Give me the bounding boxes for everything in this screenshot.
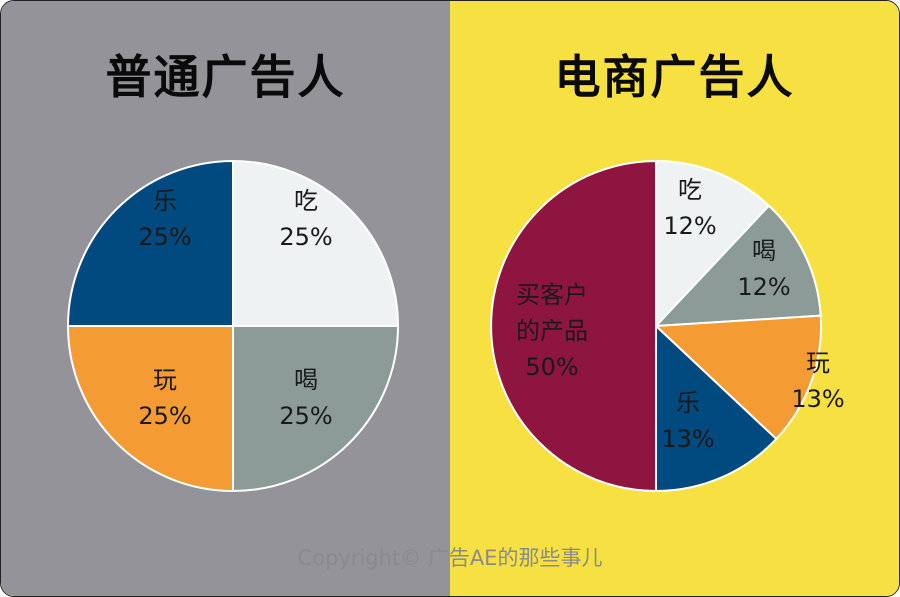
pie-slice-1-2 [653, 314, 822, 441]
pie-slice-0-2 [66, 325, 234, 493]
pie-slice-pct-1-4: 50% [525, 353, 578, 381]
pie-slice-pct-0-3: 25% [138, 223, 191, 251]
pie-slice-label-0-0: 吃 [294, 187, 318, 215]
pie-slice-label-1-2: 玩 [806, 349, 830, 377]
pie-slice-0-3 [66, 159, 234, 327]
pie-slice-pct-0-0: 25% [279, 223, 332, 251]
right-panel-title: 电商广告人 [554, 50, 795, 104]
pie-slice-label-1-4: 买客户 [516, 281, 588, 309]
pie-slice-label-0-1: 喝 [294, 366, 318, 394]
pie-slice-pct-1-3: 13% [661, 425, 714, 453]
pie-slice-1-3 [655, 323, 778, 493]
pie-slice-1-4 [490, 159, 657, 493]
pie-slice-pct-1-2: 13% [791, 385, 844, 413]
left-panel-title: 普通广告人 [105, 50, 346, 104]
pie-slice-0-0 [232, 159, 400, 327]
pie-slice-label-0-2: 玩 [153, 366, 177, 394]
pie-slice-label-1-3: 乐 [676, 389, 700, 417]
pie-slice-label-1-4: 的产品 [516, 317, 588, 345]
right-panel: 电商广告人 吃 12% 喝 12% 玩 13% 乐 13% 买客户的产品 50% [450, 1, 899, 596]
pie-slice-1-0 [655, 159, 771, 329]
pie-slice-1-1 [653, 204, 822, 328]
left-pie-chart: 吃 25% 喝 25% 玩 25% 乐 25% [66, 159, 400, 493]
left-panel: 普通广告人 吃 25% 喝 25% 玩 25% 乐 25% [1, 1, 450, 596]
pie-slice-pct-0-1: 25% [279, 402, 332, 430]
pie-slice-0-1 [232, 325, 400, 493]
pie-slice-label-1-0: 吃 [678, 176, 702, 204]
pie-slice-pct-1-1: 12% [737, 273, 790, 301]
copyright-text: Copyright© 广告AE的那些事儿 [297, 546, 603, 570]
pie-slice-label-0-3: 乐 [153, 187, 177, 215]
pie-slice-pct-0-2: 25% [138, 402, 191, 430]
pie-slice-label-1-1: 喝 [752, 237, 776, 265]
pie-slice-pct-1-0: 12% [663, 212, 716, 240]
